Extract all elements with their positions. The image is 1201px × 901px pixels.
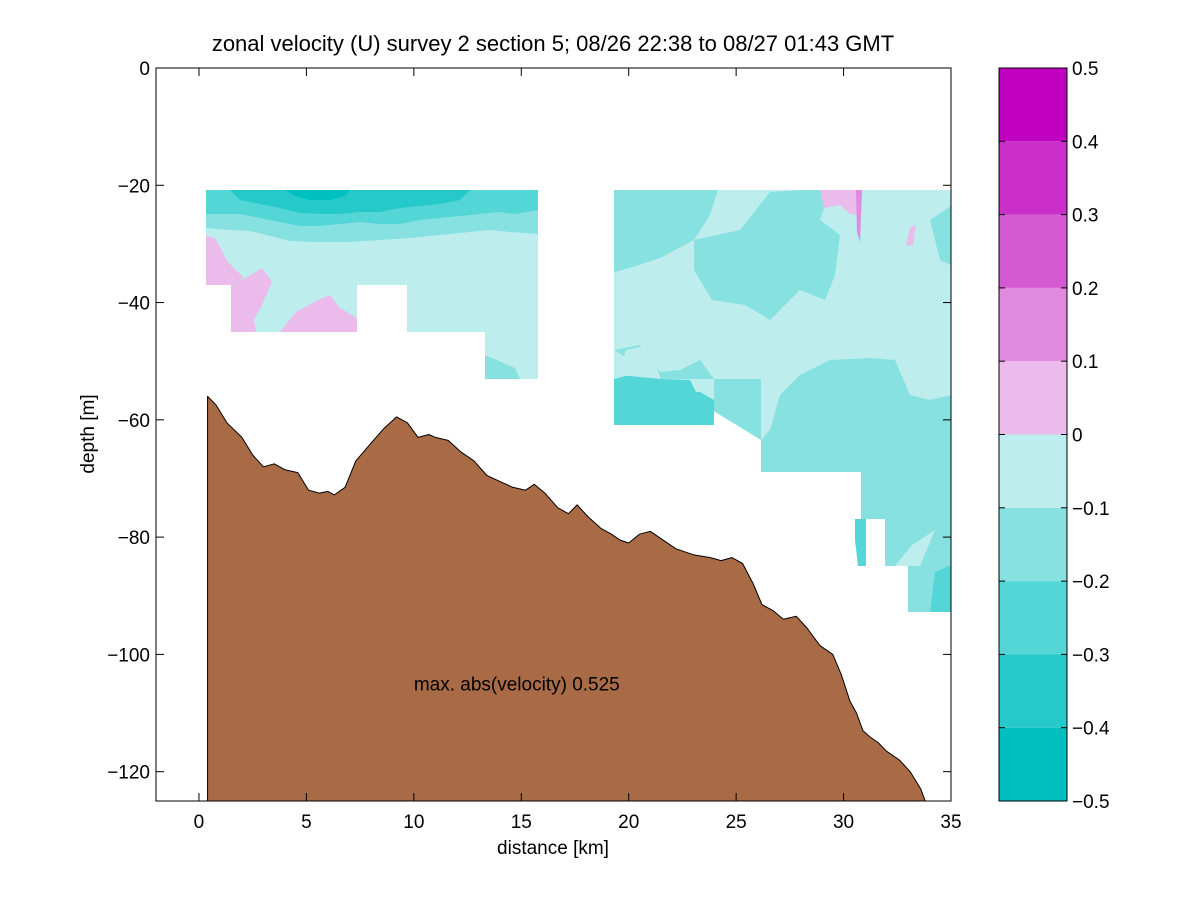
- x-tick-label: 0: [194, 812, 205, 833]
- max-velocity-annotation: max. abs(velocity) 0.525: [414, 675, 620, 696]
- colorbar-tick-label: 0: [1072, 426, 1083, 447]
- colorbar-tick-label: −0.1: [1072, 499, 1110, 520]
- seafloor-bathymetry: [207, 395, 926, 801]
- x-tick-label: 15: [511, 812, 532, 833]
- plot-frame: [155, 67, 952, 802]
- x-tick-label: 25: [726, 812, 747, 833]
- colorbar-swatch: [999, 287, 1067, 362]
- y-tick-label: −20: [118, 176, 150, 197]
- colorbar-swatch: [999, 507, 1067, 582]
- colorbar-swatch: [999, 434, 1067, 508]
- colorbar-swatch: [999, 214, 1067, 288]
- colorbar-tick-label: −0.2: [1072, 572, 1110, 593]
- colorbar-tick-label: −0.4: [1072, 719, 1110, 740]
- colorbar-tick-label: 0.1: [1072, 352, 1098, 373]
- contour-region: [856, 190, 862, 242]
- velocity-contour-field: [206, 190, 951, 612]
- contour-region: [930, 565, 951, 612]
- x-tick-label: 20: [618, 812, 639, 833]
- colorbar-swatch: [999, 654, 1067, 728]
- contour-region: [906, 224, 916, 246]
- y-tick-label: −40: [118, 294, 150, 315]
- y-tick-label: −80: [118, 528, 150, 549]
- contour-region: [231, 268, 272, 332]
- colorbar-tick-label: 0.3: [1072, 206, 1098, 227]
- colorbar-swatch: [999, 141, 1067, 215]
- colorbar-tick-label: 0.4: [1072, 132, 1099, 153]
- colorbar-tick-label: 0.5: [1072, 59, 1098, 80]
- colorbar-tick-label: 0.2: [1072, 279, 1098, 300]
- x-tick-label: 5: [301, 812, 312, 833]
- y-tick-label: −120: [107, 763, 150, 784]
- contour-region: [661, 390, 714, 425]
- contour-region: [206, 236, 244, 285]
- colorbar-tick-label: −0.5: [1072, 792, 1110, 813]
- x-tick-label: 30: [833, 812, 854, 833]
- x-axis: 0 5 10 15 20 25 30 35: [194, 68, 962, 833]
- contour-region: [618, 345, 661, 379]
- chart-title: zonal velocity (U) survey 2 section 5; 0…: [212, 31, 894, 56]
- contour-region: [230, 190, 470, 214]
- x-tick-label: 10: [403, 812, 424, 833]
- y-tick-label: 0: [139, 59, 150, 80]
- colorbar: 0.5 0.4 0.3 0.2 0.1 0 −0.1 −0.2 −0.3 −0.4 −0.5: [998, 59, 1110, 813]
- contour-region: [694, 190, 840, 320]
- contour-region: [280, 295, 357, 332]
- colorbar-swatch: [999, 581, 1067, 655]
- contour-region: [485, 355, 520, 379]
- contour-region: [930, 206, 951, 265]
- x-axis-label: distance [km]: [497, 838, 609, 859]
- y-tick-label: −100: [107, 645, 150, 666]
- colorbar-swatch: [999, 68, 1067, 142]
- colorbar-tick-label: −0.3: [1072, 645, 1110, 666]
- contour-region: [855, 519, 866, 566]
- y-tick-label: −60: [118, 411, 150, 432]
- y-axis: 0 −20 −40 −60 −80 −100 −120: [107, 59, 951, 784]
- colorbar-swatch: [999, 727, 1067, 801]
- contour-region: [614, 190, 718, 272]
- colorbar-swatch: [999, 361, 1067, 435]
- y-axis-label: depth [m]: [78, 394, 99, 473]
- contour-region: [285, 190, 350, 200]
- contour-region: [895, 530, 935, 566]
- contour-region: [820, 190, 862, 215]
- x-tick-label: 35: [940, 812, 961, 833]
